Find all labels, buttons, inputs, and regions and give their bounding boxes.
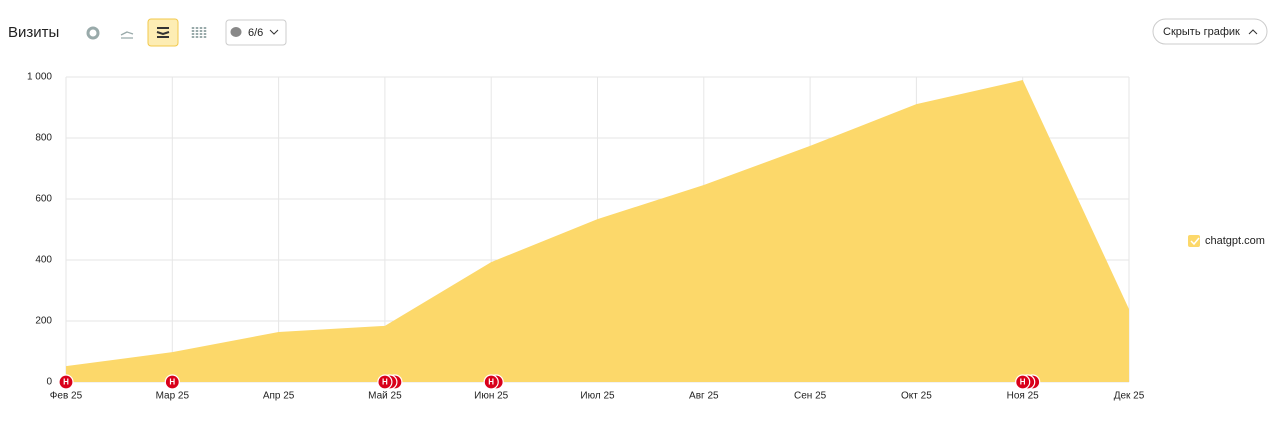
y-tick-label: 600 [35,194,52,205]
x-tick-label: Апр 25 [263,391,295,402]
legend-swatch [1188,235,1200,247]
x-tick-label: Фев 25 [50,391,83,402]
x-tick-label: Июн 25 [474,391,509,402]
y-tick-label: 0 [46,377,52,388]
y-tick-label: 800 [35,133,52,144]
annotation-marker [1015,374,1031,390]
chart-title: Визиты [8,24,59,41]
area [66,80,1129,383]
annotation-marker [164,374,180,390]
annotation-label: Н [169,378,175,387]
x-tick-label: Ноя 25 [1007,391,1040,402]
x-tick-label: Май 25 [368,391,402,402]
chevron [269,29,279,35]
x-tick-label: Дек 25 [1114,391,1145,402]
hide-chart-label: Скрыть график [1163,26,1240,38]
toolbar[interactable]: 6/6 Скрыть график [86,18,1268,47]
bar-icon[interactable] [191,27,207,38]
chevron-up [1248,29,1258,35]
annotation-label: Н [382,378,388,387]
legend-check [1190,237,1200,246]
area-icon [156,27,170,38]
y-tick-label: 1 000 [27,72,52,83]
x-tick-label: Авг 25 [689,391,719,402]
notes-count: 6/6 [248,27,263,39]
x-tick-label: Сен 25 [794,391,827,402]
pie-icon[interactable] [86,26,100,40]
annotation-label: Н [1020,378,1026,387]
annotation-label: Н [63,378,69,387]
line-icon[interactable] [120,31,134,39]
legend-label: chatgpt.com [1205,235,1265,247]
annotation-marker [58,374,74,390]
y-tick-label: 200 [35,316,52,327]
annotation-label: Н [488,378,494,387]
hide-chart-button[interactable] [1152,18,1268,45]
annotation-marker [483,374,499,390]
notes-icon [230,27,242,37]
area-icon-selected[interactable] [147,18,179,47]
x-tick-label: Июл 25 [580,391,615,402]
x-tick-label: Окт 25 [901,391,932,402]
annotation-marker [377,374,393,390]
y-tick-label: 400 [35,255,52,266]
x-tick-label: Мар 25 [156,391,190,402]
notes-dropdown[interactable] [225,19,287,46]
